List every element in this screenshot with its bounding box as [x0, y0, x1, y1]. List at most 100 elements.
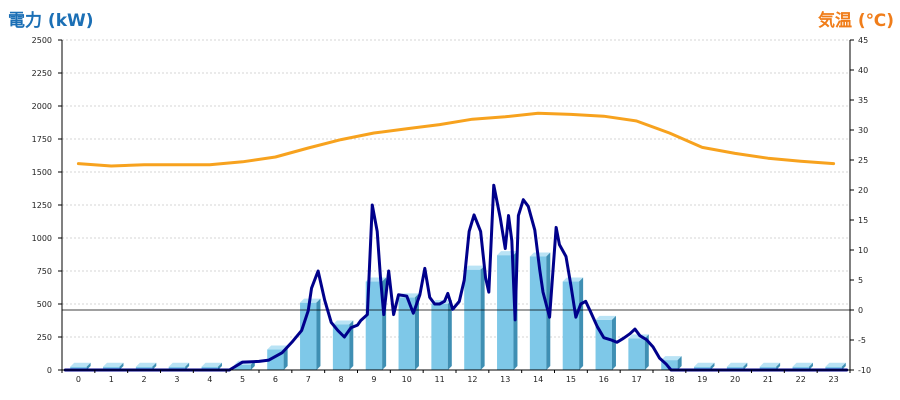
x-tick-label: 2	[142, 375, 147, 384]
bar	[529, 256, 547, 370]
bar-side-face	[677, 356, 682, 370]
bar	[694, 366, 711, 370]
y-right-tick-label: -5	[858, 336, 866, 345]
power-bars	[70, 251, 846, 370]
x-tick-label: 15	[566, 375, 576, 384]
bar-side-face	[776, 362, 781, 370]
bar	[825, 366, 842, 370]
bar-side-face	[480, 265, 485, 370]
bar	[398, 297, 415, 370]
bar	[431, 304, 448, 370]
bar	[792, 366, 809, 370]
y-right-tick-label: 30	[858, 126, 868, 135]
x-tick-label: 16	[599, 375, 609, 384]
y-left-tick-label: 2250	[32, 69, 52, 78]
tick-labels: 02505007501000125015001750200022502500-1…	[32, 36, 871, 384]
y-left-tick-label: 2500	[32, 36, 52, 45]
bar-side-face	[217, 362, 222, 370]
bar-top-face	[103, 362, 124, 367]
bar-side-face	[743, 362, 748, 370]
right-axis-title: 気温 (℃)	[817, 11, 894, 31]
power-line	[63, 183, 849, 372]
y-left-tick-label: 2000	[32, 102, 52, 111]
y-right-tick-label: 10	[858, 246, 868, 255]
y-left-tick-label: 750	[37, 267, 52, 276]
bar	[135, 366, 153, 370]
bar-top-face	[825, 362, 846, 367]
y-left-tick-label: 1500	[32, 168, 52, 177]
y-left-tick-label: 0	[47, 366, 52, 375]
bar	[201, 366, 218, 370]
bar-side-face	[86, 362, 91, 370]
y-right-tick-label: 15	[858, 216, 868, 225]
y-right-tick-label: 40	[858, 66, 868, 75]
bar-top-face	[168, 362, 190, 367]
bar-side-face	[316, 298, 321, 370]
x-tick-label: 20	[730, 375, 740, 384]
bar-side-face	[579, 277, 584, 370]
y-right-tick-label: 45	[858, 36, 868, 45]
y-right-tick-label: 25	[858, 156, 868, 165]
bar	[497, 255, 514, 370]
x-tick-label: 19	[697, 375, 707, 384]
x-tick-label: 9	[371, 375, 376, 384]
bar-top-face	[135, 362, 157, 367]
x-tick-label: 10	[402, 375, 412, 384]
bar	[628, 338, 645, 370]
bar-top-face	[792, 362, 813, 367]
bar	[168, 366, 186, 370]
left-axis-title: 電力 (kW)	[8, 11, 94, 31]
y-right-tick-label: -10	[858, 366, 871, 375]
bar-side-face	[349, 320, 354, 370]
y-right-tick-label: 5	[858, 276, 863, 285]
grid	[62, 39, 850, 338]
x-tick-label: 17	[631, 375, 641, 384]
y-left-tick-label: 250	[37, 333, 52, 342]
x-tick-label: 6	[273, 375, 278, 384]
x-tick-label: 14	[533, 375, 543, 384]
x-tick-label: 8	[339, 375, 344, 384]
y-right-tick-label: 20	[858, 186, 868, 195]
bar-top-face	[201, 362, 222, 367]
bar-top-face	[595, 315, 616, 320]
bar	[661, 360, 678, 370]
axes	[58, 39, 854, 373]
x-tick-label: 23	[828, 375, 838, 384]
bar-side-face	[808, 362, 813, 370]
bar-side-face	[447, 300, 452, 370]
x-tick-label: 0	[76, 375, 81, 384]
x-tick-label: 7	[306, 375, 311, 384]
bar-top-face	[267, 345, 288, 350]
y-left-tick-label: 1250	[32, 201, 52, 210]
x-tick-label: 18	[664, 375, 674, 384]
x-tick-label: 11	[434, 375, 444, 384]
bar-side-face	[841, 362, 846, 370]
x-tick-label: 12	[467, 375, 477, 384]
bar-top-face	[464, 265, 485, 270]
bar-side-face	[611, 315, 616, 370]
bar-side-face	[414, 293, 419, 370]
bar-top-face	[661, 356, 682, 361]
x-tick-label: 3	[174, 375, 179, 384]
y-left-tick-label: 1750	[32, 135, 52, 144]
bar	[70, 366, 87, 370]
bar-top-face	[726, 362, 748, 367]
x-tick-label: 5	[240, 375, 245, 384]
x-tick-label: 13	[500, 375, 510, 384]
bar-side-face	[710, 362, 715, 370]
bar	[759, 366, 777, 370]
bar-top-face	[70, 362, 91, 367]
bar-top-face	[694, 362, 715, 367]
bar-side-face	[152, 362, 157, 370]
bar-side-face	[119, 362, 124, 370]
y-right-tick-label: 35	[858, 96, 868, 105]
bar-top-face	[529, 252, 551, 257]
bar	[726, 366, 744, 370]
x-tick-label: 21	[763, 375, 773, 384]
series-lines	[63, 111, 849, 372]
y-right-tick-label: 0	[858, 306, 863, 315]
bar	[234, 364, 251, 370]
x-tick-label: 4	[207, 375, 212, 384]
bar-top-face	[759, 362, 781, 367]
